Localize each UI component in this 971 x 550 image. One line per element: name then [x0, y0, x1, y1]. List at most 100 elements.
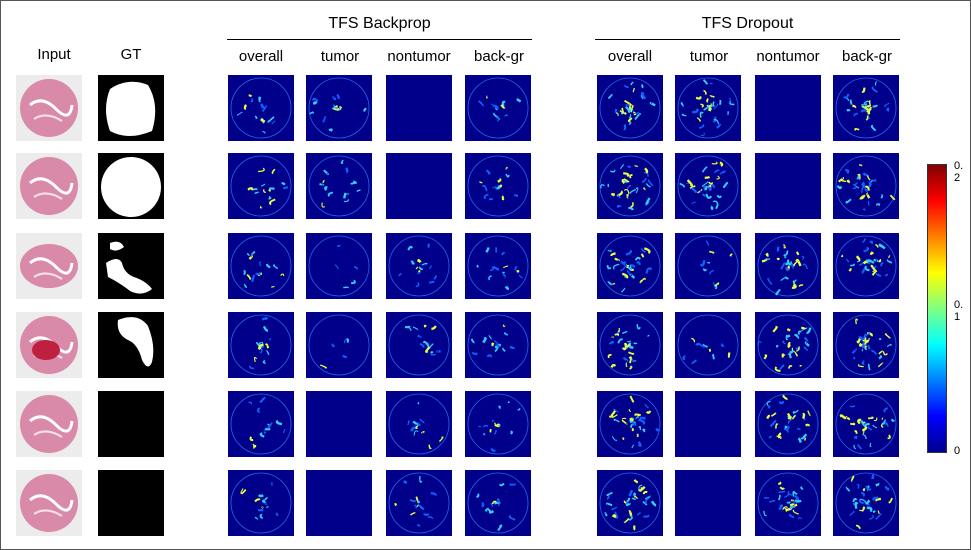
input-image: [16, 312, 82, 378]
saliency-map: [597, 233, 663, 299]
gt-mask: [98, 391, 164, 457]
input-image: [16, 75, 82, 141]
column-header: tumor: [689, 48, 729, 65]
saliency-map: [675, 470, 741, 536]
saliency-map-graphic: [675, 75, 741, 141]
saliency-map: [833, 233, 899, 299]
saliency-map-graphic: [386, 75, 452, 141]
saliency-map-graphic: [675, 470, 741, 536]
saliency-map: [228, 233, 294, 299]
saliency-map: [465, 153, 531, 219]
input-image-graphic: [16, 312, 82, 378]
gt-mask-graphic: [98, 75, 164, 141]
saliency-map-graphic: [597, 233, 663, 299]
saliency-map-graphic: [833, 153, 899, 219]
saliency-map: [306, 75, 372, 141]
saliency-map: [675, 391, 741, 457]
saliency-map: [306, 312, 372, 378]
saliency-map: [465, 233, 531, 299]
saliency-map-graphic: [306, 312, 372, 378]
saliency-map-graphic: [228, 470, 294, 536]
gt-mask-graphic: [98, 233, 164, 299]
column-header: Input: [37, 46, 71, 63]
saliency-map-graphic: [833, 470, 899, 536]
saliency-map-graphic: [306, 233, 372, 299]
saliency-map: [833, 153, 899, 219]
column-header: back-gr: [473, 48, 525, 65]
saliency-map-graphic: [306, 470, 372, 536]
saliency-map-graphic: [597, 470, 663, 536]
saliency-map-graphic: [465, 470, 531, 536]
saliency-map: [675, 312, 741, 378]
saliency-map-graphic: [833, 312, 899, 378]
saliency-map: [833, 75, 899, 141]
saliency-map: [755, 391, 821, 457]
colorbar-label: 0.2: [954, 160, 964, 184]
saliency-map-graphic: [386, 312, 452, 378]
saliency-map-graphic: [755, 75, 821, 141]
saliency-map: [228, 470, 294, 536]
saliency-map: [597, 75, 663, 141]
input-image-graphic: [16, 391, 82, 457]
column-header: back-gr: [841, 48, 893, 65]
saliency-map: [386, 233, 452, 299]
colorbar-label: 0: [954, 445, 961, 457]
saliency-map-graphic: [386, 153, 452, 219]
saliency-map-graphic: [306, 75, 372, 141]
input-image-graphic: [16, 233, 82, 299]
gt-mask: [98, 153, 164, 219]
input-image-graphic: [16, 75, 82, 141]
saliency-map: [465, 391, 531, 457]
saliency-map-graphic: [306, 391, 372, 457]
saliency-map-graphic: [675, 233, 741, 299]
saliency-map: [597, 391, 663, 457]
input-image: [16, 153, 82, 219]
input-image: [16, 233, 82, 299]
saliency-map-graphic: [755, 312, 821, 378]
gt-mask: [98, 75, 164, 141]
input-image-graphic: [16, 470, 82, 536]
saliency-map-graphic: [675, 312, 741, 378]
group-title: TFS Dropout: [701, 15, 794, 32]
saliency-map: [833, 470, 899, 536]
saliency-map: [228, 75, 294, 141]
saliency-map-graphic: [386, 470, 452, 536]
saliency-map-graphic: [228, 233, 294, 299]
saliency-map: [386, 153, 452, 219]
saliency-map-graphic: [465, 312, 531, 378]
saliency-map: [386, 391, 452, 457]
gt-mask: [98, 312, 164, 378]
saliency-map: [597, 153, 663, 219]
saliency-map: [755, 233, 821, 299]
saliency-map-graphic: [755, 233, 821, 299]
group-rule: [595, 39, 900, 40]
saliency-map-graphic: [755, 391, 821, 457]
saliency-map: [306, 153, 372, 219]
saliency-map-graphic: [833, 75, 899, 141]
input-image: [16, 470, 82, 536]
saliency-map: [675, 233, 741, 299]
saliency-map: [755, 470, 821, 536]
saliency-map: [465, 470, 531, 536]
group-rule: [227, 39, 532, 40]
saliency-map: [755, 153, 821, 219]
saliency-map-graphic: [465, 391, 531, 457]
saliency-map: [833, 391, 899, 457]
saliency-map: [386, 75, 452, 141]
saliency-map: [755, 312, 821, 378]
saliency-map: [306, 391, 372, 457]
column-header: GT: [120, 46, 142, 63]
saliency-map: [228, 391, 294, 457]
saliency-map-graphic: [465, 153, 531, 219]
saliency-map-graphic: [597, 75, 663, 141]
colorbar-label: 0.1: [954, 299, 964, 323]
saliency-map-graphic: [755, 470, 821, 536]
saliency-map-graphic: [386, 233, 452, 299]
gt-mask-graphic: [98, 391, 164, 457]
saliency-map: [228, 312, 294, 378]
column-header: tumor: [320, 48, 360, 65]
column-header: overall: [607, 48, 653, 65]
saliency-map: [386, 470, 452, 536]
saliency-map-graphic: [755, 153, 821, 219]
gt-mask: [98, 470, 164, 536]
